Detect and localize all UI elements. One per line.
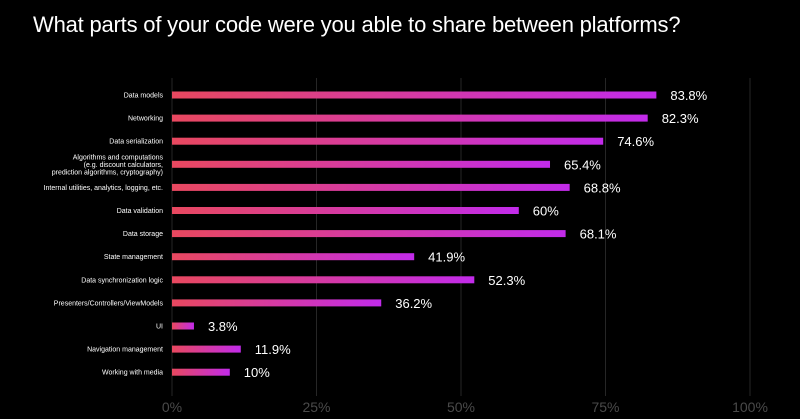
value-label: 74.6% — [617, 134, 654, 149]
category-label: State management — [104, 254, 163, 261]
value-label: 68.8% — [584, 180, 621, 195]
bar — [172, 114, 648, 122]
category-label: Presenters/Controllers/ViewModels — [54, 300, 164, 307]
value-label: 68.1% — [580, 227, 617, 242]
bar — [172, 276, 475, 284]
value-labels: 83.8% 82.3% 74.6% 65.4% 68.8% 60% 68.1% 41.9% 52… — [208, 88, 708, 380]
x-tick-label: 100% — [732, 399, 768, 415]
category-label-line: Data synchronization logic — [81, 277, 163, 284]
bar — [172, 183, 570, 191]
category-label-line: Working with media — [102, 370, 163, 377]
value-label: 52.3% — [488, 273, 525, 288]
category-label: Data serialization — [109, 139, 163, 146]
category-label-line: Data serialization — [109, 139, 163, 146]
x-tick-label: 75% — [591, 399, 619, 415]
category-label-line: (e.g. discount calculators, — [84, 162, 163, 169]
value-label: 60% — [533, 204, 559, 219]
bar — [172, 91, 657, 99]
category-label: Data models — [124, 93, 164, 100]
category-label: Internal utilities, analytics, logging, … — [44, 185, 164, 192]
category-labels: Data models Networking Data serialization A… — [44, 93, 164, 377]
category-label-line: prediction algorithms, cryptography) — [52, 169, 163, 176]
bar — [172, 368, 230, 376]
bar — [172, 207, 519, 214]
bars — [172, 91, 657, 376]
value-label: 41.9% — [428, 250, 465, 265]
value-label: 10% — [244, 365, 270, 380]
chart-title: What parts of your code were you able to… — [33, 12, 681, 37]
category-label: Data synchronization logic — [81, 277, 163, 284]
bar — [172, 137, 604, 145]
category-label: Navigation management — [87, 347, 163, 354]
bar — [172, 160, 551, 168]
category-label: Algorithms and computations (e.g. discoun… — [52, 154, 164, 176]
x-axis-ticks: 0% 25% 50% 75% 100% — [162, 399, 768, 415]
category-label-line: Data validation — [117, 208, 163, 215]
value-label: 65.4% — [564, 157, 601, 172]
category-label: Data storage — [123, 231, 163, 238]
x-tick-label: 25% — [302, 399, 330, 415]
category-label-line: Data models — [124, 93, 164, 100]
bar — [172, 299, 382, 307]
value-label: 3.8% — [208, 319, 238, 334]
category-label-line: Internal utilities, analytics, logging, … — [44, 185, 164, 192]
category-label: Data validation — [117, 208, 163, 215]
bar — [172, 253, 415, 261]
bar — [172, 322, 194, 330]
bar — [172, 345, 241, 353]
category-label-line: Algorithms and computations — [73, 154, 164, 161]
category-label-line: State management — [104, 254, 163, 261]
category-label: Networking — [128, 116, 163, 123]
category-label: Working with media — [102, 370, 163, 377]
category-label-line: Presenters/Controllers/ViewModels — [54, 300, 164, 307]
category-label-line: UI — [156, 324, 163, 331]
value-label: 11.9% — [255, 342, 291, 357]
category-label-line: Data storage — [123, 231, 163, 238]
category-label-line: Navigation management — [87, 347, 163, 354]
category-label-line: Networking — [128, 116, 163, 123]
category-label: UI — [156, 324, 163, 331]
value-label: 36.2% — [395, 296, 432, 311]
x-tick-label: 50% — [447, 399, 475, 415]
x-tick-label: 0% — [162, 399, 182, 415]
value-label: 83.8% — [670, 88, 707, 103]
value-label: 82.3% — [662, 111, 699, 126]
bar — [172, 230, 566, 238]
